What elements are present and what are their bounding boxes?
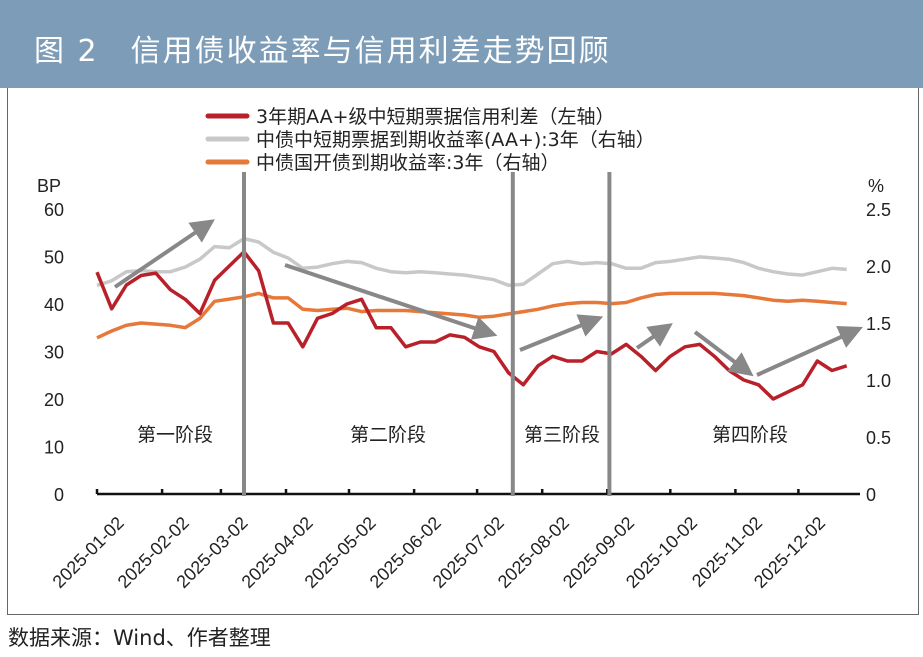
- y-right-tick-label: 2.5: [866, 200, 891, 220]
- y-left-tick-label: 60: [44, 200, 64, 220]
- y-left-tick-label: 30: [44, 343, 64, 363]
- legend-label: 中债中短期票据到期收益率(AA+):3年（右轴）: [256, 129, 655, 151]
- y-left-tick-label: 40: [44, 295, 64, 315]
- trend-arrow-up-icon: [113, 219, 215, 289]
- y-right-tick-label: 1.0: [866, 371, 891, 391]
- figure-title: 图 2 信用债收益率与信用利差走势回顾: [34, 34, 611, 69]
- data-source-note: 数据来源：Wind、作者整理: [8, 626, 271, 650]
- trend-arrow-up-icon: [519, 314, 604, 352]
- y-left-tick-label: 0: [54, 485, 64, 505]
- y-left-tick-label: 10: [44, 438, 64, 458]
- legend-label: 中债国开债到期收益率:3年（右轴）: [256, 152, 560, 174]
- phase-label: 第四阶段: [712, 424, 788, 446]
- series-line-1: [96, 236, 847, 288]
- phase-label: 第三阶段: [524, 424, 600, 446]
- y-left-unit: BP: [37, 176, 61, 196]
- series-line-2: [96, 291, 847, 340]
- trend-arrow-up-icon: [635, 323, 673, 350]
- trend-arrow-down-icon: [693, 330, 754, 377]
- phase-label: 第二阶段: [350, 424, 426, 446]
- chart-frame: [7, 88, 919, 615]
- y-left-tick-label: 20: [44, 390, 64, 410]
- legend-label: 3年期AA+级中短期票据信用利差（左轴）: [256, 106, 615, 128]
- trend-arrow-up-icon: [756, 326, 863, 377]
- y-right-tick-label: 2.0: [866, 257, 891, 277]
- y-right-tick-label: 0.5: [866, 428, 891, 448]
- figure-header: 图 2 信用债收益率与信用利差走势回顾: [0, 0, 923, 88]
- series-line-0: [95, 250, 848, 401]
- trend-arrow-down-icon: [284, 263, 498, 340]
- y-right-tick-label: 0: [866, 485, 876, 505]
- y-left-tick-label: 50: [44, 248, 64, 268]
- phase-label: 第一阶段: [137, 424, 213, 446]
- y-right-tick-label: 1.5: [866, 314, 891, 334]
- y-right-unit: %: [868, 176, 884, 196]
